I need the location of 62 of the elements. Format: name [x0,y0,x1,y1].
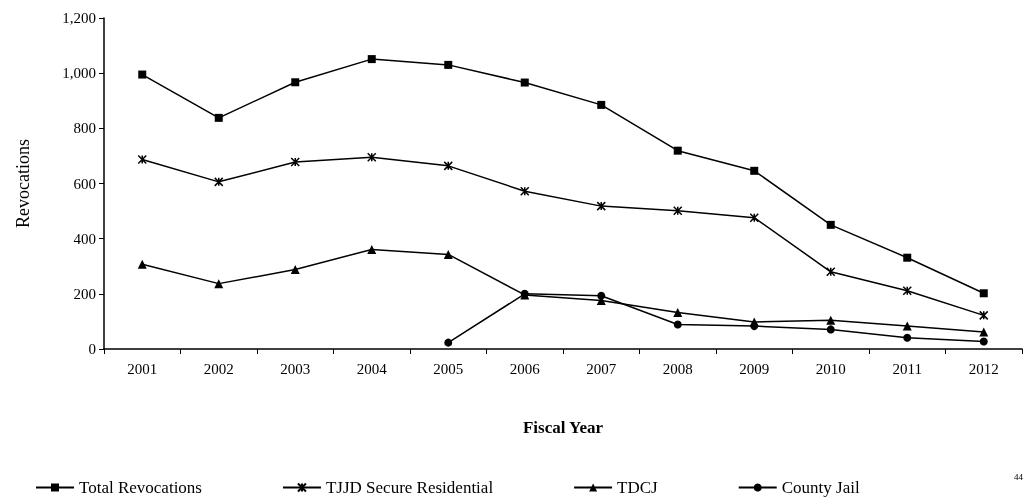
x-tick-label: 2007 [586,360,617,377]
point [444,60,453,69]
point [903,333,912,342]
point [520,186,530,196]
x-tick-label: 2009 [739,360,770,377]
point [749,212,759,223]
legend-label: TJJD Secure Residential [325,478,494,497]
x-tick-label: 2003 [280,360,311,377]
y-tick-label: 1,200 [62,10,96,26]
point [597,291,606,300]
point [979,310,989,321]
point [979,337,988,346]
x-tick-label: 2011 [892,360,922,377]
x-tick-label: 2012 [968,360,999,377]
legend-label: TDCJ [617,478,659,497]
point [137,259,147,269]
point [367,152,377,163]
x-tick-label: 2002 [203,360,234,377]
point [520,78,529,87]
point [750,322,759,331]
point [290,157,300,167]
x-tick-label: 2005 [433,360,464,377]
point [826,267,836,277]
y-tick-label: 400 [73,230,96,247]
x-tick-label: 2006 [509,360,541,377]
point [673,206,683,216]
text: 44 [1014,471,1023,482]
x-tick-label: 2010 [815,360,846,377]
y-axis-title: Revocations [13,139,33,228]
point [596,201,606,211]
point [902,286,912,296]
point [826,315,836,325]
point [979,289,988,298]
point [443,161,453,171]
point [443,249,453,259]
point [903,253,912,262]
point [902,321,912,331]
x-tick-label: 2008 [662,360,693,377]
legend-label: Total Revocations [79,478,202,497]
y-tick-label: 0 [88,341,96,357]
point [673,146,682,155]
legend-label: County Jail [781,478,860,497]
y-tick-label: 600 [73,175,96,192]
point [367,55,376,64]
point [444,338,453,347]
point [673,320,682,329]
point [750,166,759,175]
point [826,220,835,229]
point [214,113,223,122]
point [291,78,300,87]
x-axis-title: Fiscal Year [522,418,604,437]
y-tick-label: 200 [73,285,96,302]
point [367,244,377,254]
y-tick-label: 1,000 [62,65,96,82]
x-tick-label: 2004 [356,360,388,377]
point [214,177,224,187]
point [137,154,147,165]
y-tick-label: 800 [73,120,96,137]
point [138,70,147,79]
x-tick-label: 2001 [127,360,158,377]
point [826,325,835,334]
point [597,100,606,109]
